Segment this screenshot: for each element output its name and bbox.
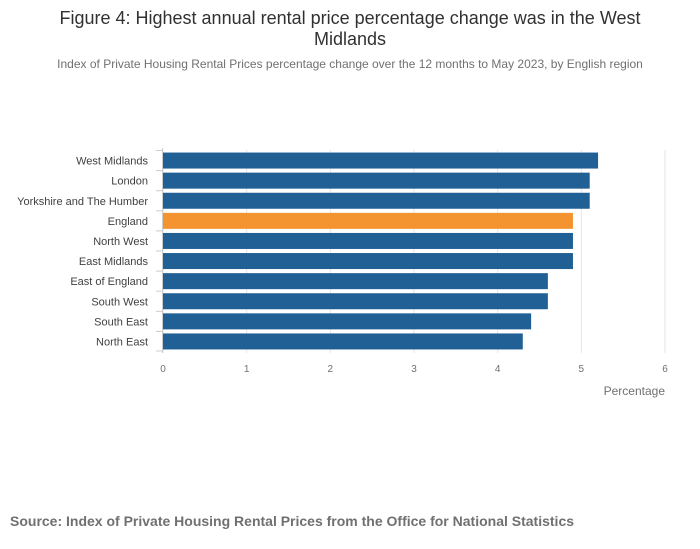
category-label: London bbox=[111, 176, 148, 188]
bar-north-east bbox=[163, 333, 523, 350]
bar-south-east bbox=[163, 313, 532, 330]
bar-east-of-england bbox=[163, 273, 548, 290]
category-label: West Midlands bbox=[76, 156, 148, 168]
category-label: South East bbox=[94, 316, 148, 328]
x-tick-label: 2 bbox=[328, 364, 334, 375]
x-tick-label: 4 bbox=[495, 364, 501, 375]
category-label: East of England bbox=[70, 276, 148, 288]
category-label: North West bbox=[93, 236, 148, 248]
bar-west-midlands bbox=[163, 152, 599, 169]
x-tick-label: 5 bbox=[579, 364, 585, 375]
x-tick-label: 0 bbox=[160, 364, 166, 375]
x-tick-label: 6 bbox=[662, 364, 668, 375]
bar-chart: 0 1 2 3 4 5 6 West Midlands London Yorkshire and … bbox=[17, 148, 668, 398]
x-tick-label: 1 bbox=[244, 364, 250, 375]
category-label: North East bbox=[96, 336, 148, 348]
bar-england bbox=[163, 212, 573, 229]
category-label: Yorkshire and The Humber bbox=[17, 196, 148, 208]
bar-east-midlands bbox=[163, 253, 573, 270]
category-label: East Midlands bbox=[79, 256, 149, 268]
bar-south-west bbox=[163, 293, 548, 310]
source-note: Source: Index of Private Housing Rental … bbox=[10, 513, 575, 529]
category-label: England bbox=[108, 216, 148, 228]
x-axis-label: Percentage bbox=[604, 384, 666, 398]
bar-yorkshire-and-the-humber bbox=[163, 192, 590, 209]
x-tick-label: 3 bbox=[411, 364, 417, 375]
bar-north-west bbox=[163, 232, 573, 249]
bar-london bbox=[163, 172, 590, 189]
chart-subtitle: Index of Private Housing Rental Prices p… bbox=[57, 57, 643, 71]
chart-title: Figure 4: Highest annual rental price pe… bbox=[59, 8, 641, 49]
category-label: South West bbox=[91, 296, 148, 308]
